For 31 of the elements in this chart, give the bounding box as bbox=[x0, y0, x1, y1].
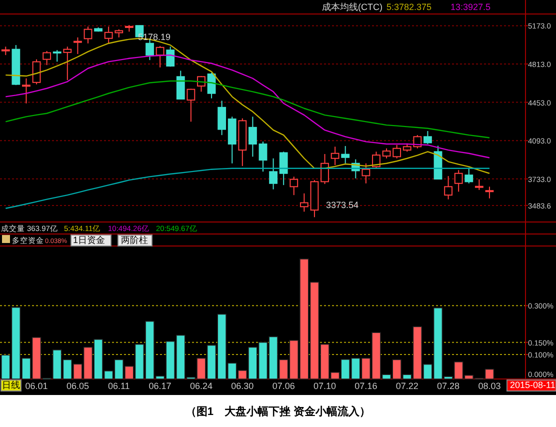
candlestick bbox=[341, 146, 350, 164]
text: 两阶柱 bbox=[121, 235, 148, 245]
candlestick bbox=[63, 46, 72, 81]
x-tick-label: 06.17 bbox=[148, 381, 172, 391]
x-tick-label: 06.01 bbox=[25, 381, 48, 391]
x-tick-label: 06.24 bbox=[190, 381, 212, 391]
x-tick-label: 07.22 bbox=[396, 381, 418, 391]
candlestick bbox=[290, 176, 298, 196]
candlestick bbox=[269, 158, 278, 190]
annotation: 5178.19 bbox=[138, 32, 171, 42]
text: （图1 大盘小幅下挫 资金小幅流入） bbox=[185, 405, 371, 418]
x-tick-label: 08.03 bbox=[478, 381, 501, 391]
x-tick-label: 07.16 bbox=[354, 381, 378, 391]
candlestick bbox=[444, 176, 452, 200]
text: 日线 bbox=[2, 380, 20, 390]
candlestick bbox=[300, 192, 308, 212]
candlestick bbox=[84, 26, 92, 44]
x-tick-label: 07.06 bbox=[272, 381, 295, 391]
x-tick-label: 06.11 bbox=[108, 381, 130, 391]
x-tick-label: 06.30 bbox=[231, 381, 254, 391]
text: 2015-08-11 bbox=[510, 380, 556, 390]
x-tick-label: 06.05 bbox=[66, 381, 89, 391]
text: 成本均线(CTC) bbox=[322, 2, 382, 12]
text: 5:3782.375 bbox=[386, 2, 432, 12]
text: 13:3927.5 bbox=[450, 2, 491, 12]
candlestick bbox=[248, 116, 257, 158]
candlestick bbox=[454, 170, 463, 192]
text: 1日资金 bbox=[73, 235, 106, 245]
x-tick-label: 07.10 bbox=[314, 381, 336, 391]
x-tick-label: 07.28 bbox=[437, 381, 460, 391]
annotation: 3373.54 bbox=[326, 200, 359, 210]
